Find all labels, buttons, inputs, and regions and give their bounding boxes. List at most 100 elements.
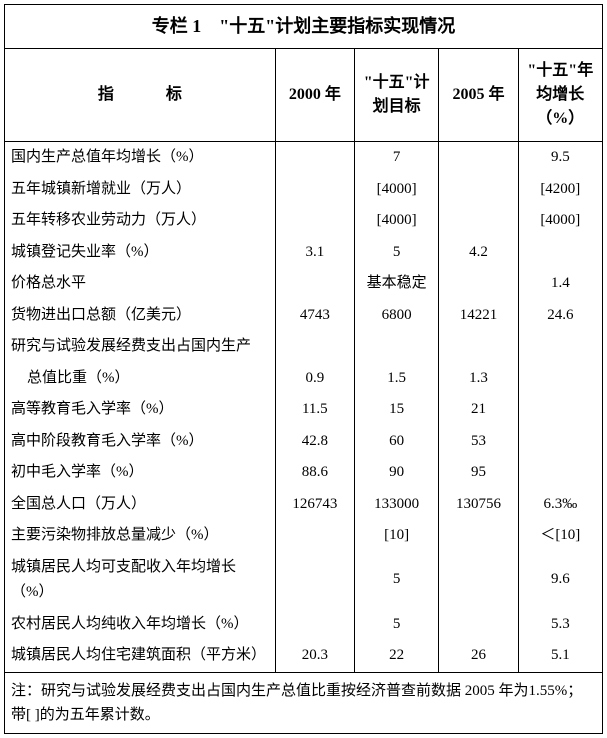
- row-indicator: 价格总水平: [5, 268, 276, 300]
- table-row: 高中阶段教育毛入学率（%）42.86053: [5, 426, 603, 458]
- cell-c1: [275, 609, 354, 641]
- table-row: 高等教育毛入学率（%）11.51521: [5, 394, 603, 426]
- cell-c3: 21: [439, 394, 518, 426]
- row-indicator: 高等教育毛入学率（%）: [5, 394, 276, 426]
- cell-c2: [4000]: [355, 205, 439, 237]
- cell-c1: 20.3: [275, 640, 354, 672]
- title-row: 专栏 1 "十五"计划主要指标实现情况: [5, 5, 603, 49]
- cell-c2: [10]: [355, 520, 439, 552]
- row-indicator: 高中阶段教育毛入学率（%）: [5, 426, 276, 458]
- table-row: 价格总水平 基本稳定 1.4: [5, 268, 603, 300]
- cell-c4: 5.1: [518, 640, 602, 672]
- row-indicator: 研究与试验发展经费支出占国内生产: [5, 331, 276, 363]
- table-row: 城镇居民人均住宅建筑面积（平方米）20.322265.1: [5, 640, 603, 672]
- table-row: 全国总人口（万人）1267431330001307566.3‰: [5, 489, 603, 521]
- cell-c3: [439, 142, 518, 174]
- col-indicator: 指 标: [5, 49, 276, 142]
- table-row: 五年城镇新增就业（万人）[4000][4200]: [5, 174, 603, 206]
- cell-c4: [518, 363, 602, 395]
- cell-c1: [275, 142, 354, 174]
- row-indicator: 城镇居民人均可支配收入年均增长（%）: [5, 552, 276, 609]
- table-row: 五年转移农业劳动力（万人） [4000] [4000]: [5, 205, 603, 237]
- header-row: 指 标 2000 年 "十五"计划目标 2005 年 "十五"年均增长（%）: [5, 49, 603, 142]
- cell-c2: 5: [355, 237, 439, 269]
- cell-c2: 1.5: [355, 363, 439, 395]
- cell-c3: [439, 552, 518, 609]
- cell-c2: 133000: [355, 489, 439, 521]
- cell-c1: [275, 331, 354, 363]
- table-title: 专栏 1 "十五"计划主要指标实现情况: [5, 5, 603, 49]
- cell-c4: 1.4: [518, 268, 602, 300]
- cell-c1: [275, 268, 354, 300]
- cell-c3: 4.2: [439, 237, 518, 269]
- cell-c1: 11.5: [275, 394, 354, 426]
- cell-c1: 42.8: [275, 426, 354, 458]
- cell-c4: [518, 237, 602, 269]
- cell-c3: 26: [439, 640, 518, 672]
- cell-c4: [518, 394, 602, 426]
- table-row: 主要污染物排放总量减少（%） [10] ＜[10]: [5, 520, 603, 552]
- table-row: 初中毛入学率（%）88.69095: [5, 457, 603, 489]
- cell-c3: 14221: [439, 300, 518, 332]
- col-growth: "十五"年均增长（%）: [518, 49, 602, 142]
- cell-c2: 6800: [355, 300, 439, 332]
- cell-c4: 24.6: [518, 300, 602, 332]
- table-row: 城镇居民人均可支配收入年均增长（%） 5 9.6: [5, 552, 603, 609]
- cell-c3: [439, 205, 518, 237]
- table-row: 货物进出口总额（亿美元）474368001422124.6: [5, 300, 603, 332]
- cell-c2: 7: [355, 142, 439, 174]
- cell-c4: [4200]: [518, 174, 602, 206]
- cell-c4: [4000]: [518, 205, 602, 237]
- cell-c4: ＜[10]: [518, 520, 602, 552]
- cell-c2: 5: [355, 609, 439, 641]
- cell-c3: [439, 268, 518, 300]
- note-text: 注：研究与试验发展经费支出占国内生产总值比重按经济普查前数据 2005 年为1.…: [5, 672, 603, 733]
- cell-c1: [275, 520, 354, 552]
- row-indicator: 总值比重（%）: [5, 363, 276, 395]
- cell-c2: 90: [355, 457, 439, 489]
- cell-c3: [439, 520, 518, 552]
- table-row: 国内生产总值年均增长（%）79.5: [5, 142, 603, 174]
- cell-c2: 15: [355, 394, 439, 426]
- cell-c2: 22: [355, 640, 439, 672]
- cell-c4: 9.5: [518, 142, 602, 174]
- row-indicator: 五年转移农业劳动力（万人）: [5, 205, 276, 237]
- cell-c2: 基本稳定: [355, 268, 439, 300]
- cell-c2: 60: [355, 426, 439, 458]
- cell-c1: 3.1: [275, 237, 354, 269]
- cell-c1: 88.6: [275, 457, 354, 489]
- cell-c3: [439, 609, 518, 641]
- col-plan-target: "十五"计划目标: [355, 49, 439, 142]
- cell-c3: [439, 331, 518, 363]
- row-indicator: 城镇居民人均住宅建筑面积（平方米）: [5, 640, 276, 672]
- table-row: 城镇登记失业率（%）3.154.2: [5, 237, 603, 269]
- note-row: 注：研究与试验发展经费支出占国内生产总值比重按经济普查前数据 2005 年为1.…: [5, 672, 603, 733]
- cell-c3: 1.3: [439, 363, 518, 395]
- col-2000: 2000 年: [275, 49, 354, 142]
- row-indicator: 货物进出口总额（亿美元）: [5, 300, 276, 332]
- cell-c4: [518, 331, 602, 363]
- table-row: 研究与试验发展经费支出占国内生产: [5, 331, 603, 363]
- row-indicator: 初中毛入学率（%）: [5, 457, 276, 489]
- col-2005: 2005 年: [439, 49, 518, 142]
- table-row: 农村居民人均纯收入年均增长（%） 5 5.3: [5, 609, 603, 641]
- cell-c1: [275, 205, 354, 237]
- cell-c4: 9.6: [518, 552, 602, 609]
- cell-c4: [518, 426, 602, 458]
- cell-c1: 0.9: [275, 363, 354, 395]
- cell-c4: 5.3: [518, 609, 602, 641]
- row-indicator: 农村居民人均纯收入年均增长（%）: [5, 609, 276, 641]
- cell-c2: [4000]: [355, 174, 439, 206]
- cell-c1: 4743: [275, 300, 354, 332]
- cell-c3: 130756: [439, 489, 518, 521]
- cell-c3: 53: [439, 426, 518, 458]
- cell-c2: [355, 331, 439, 363]
- cell-c1: [275, 174, 354, 206]
- cell-c1: [275, 552, 354, 609]
- cell-c2: 5: [355, 552, 439, 609]
- plan-table: 专栏 1 "十五"计划主要指标实现情况 指 标 2000 年 "十五"计划目标 …: [4, 4, 603, 734]
- row-indicator: 主要污染物排放总量减少（%）: [5, 520, 276, 552]
- table-body: 国内生产总值年均增长（%）79.5五年城镇新增就业（万人）[4000][4200…: [5, 142, 603, 673]
- cell-c4: 6.3‰: [518, 489, 602, 521]
- cell-c4: [518, 457, 602, 489]
